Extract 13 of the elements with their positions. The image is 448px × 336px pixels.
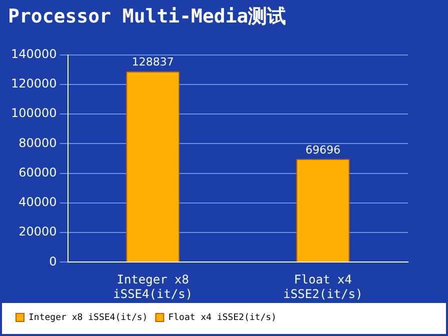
legend-label: Integer x8 iSSE4(it/s)	[28, 312, 148, 323]
y-tick-label: 40000	[18, 195, 57, 210]
chart-title: Processor Multi-Media测试	[8, 5, 286, 28]
y-tick-label: 120000	[10, 76, 57, 91]
y-tick-label: 60000	[18, 165, 57, 180]
data-label: 69696	[305, 143, 340, 156]
legend-label: Float x4 iSSE2(it/s)	[168, 312, 277, 323]
y-tick-label: 20000	[18, 224, 57, 239]
y-tick-label: 0	[49, 254, 57, 268]
data-label: 128837	[132, 56, 174, 69]
y-tick-label: 100000	[10, 106, 57, 120]
y-tick-label: 140000	[10, 46, 57, 61]
y-tick-label: 80000	[18, 136, 57, 150]
